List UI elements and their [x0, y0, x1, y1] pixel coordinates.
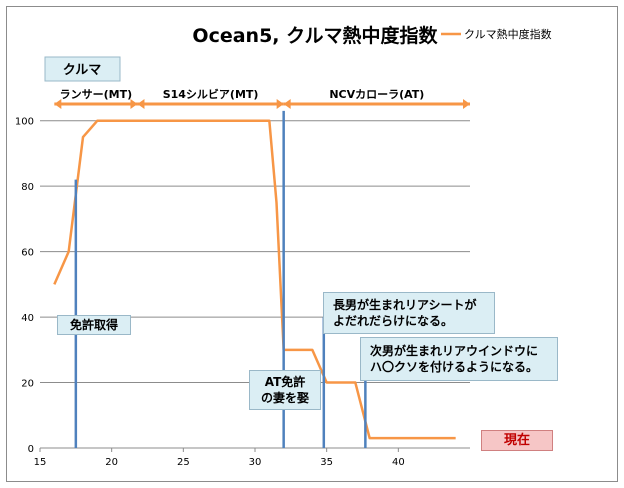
now-badge: 現在	[481, 430, 553, 451]
category-box-bg	[44, 56, 121, 82]
y-tick-label: 40	[21, 313, 34, 324]
y-tick-label: 60	[21, 248, 34, 259]
period-arrow-head-right	[276, 99, 284, 109]
x-tick-label: 40	[392, 457, 405, 468]
period-arrow-head-left	[283, 99, 291, 109]
callout-at-wife-line2: の妻を娶	[260, 391, 309, 405]
category-label: クルマ	[63, 63, 102, 78]
category-box: クルマ	[44, 56, 121, 82]
y-tick-label: 80	[21, 182, 34, 193]
legend-label: クルマ熱中度指数	[464, 27, 552, 41]
callout-eldest-son-line1: 長男が生まれリアシートが	[333, 298, 477, 312]
x-tick-label: 35	[320, 457, 333, 468]
period-arrow-head-right	[130, 99, 138, 109]
callout-second-son-line1: 次男が生まれリアウインドウに	[370, 344, 539, 358]
x-tick-label: 20	[105, 457, 118, 468]
axes: 0 20 40 60 80 100 15 20 25 30 35 40	[15, 117, 470, 468]
callout-at-wife: AT免許 の妻を娶	[249, 370, 321, 410]
callout-second-son-line2: ハ〇クソを付けるようになる。	[370, 360, 539, 374]
y-tick-label: 20	[21, 379, 34, 390]
chart-title: Ocean5, クルマ熱中度指数	[192, 24, 438, 47]
y-tick-label: 0	[28, 444, 34, 455]
period-arrow-head-left	[137, 99, 145, 109]
callout-second-son: 次男が生まれリアウインドウに ハ〇クソを付けるようになる。	[360, 337, 558, 381]
callout-at-wife-line1: AT免許	[264, 375, 306, 389]
callout-license-text: 免許取得	[69, 318, 118, 332]
event-markers	[74, 110, 367, 448]
period-arrow-head-left	[54, 99, 62, 109]
period-label: ランサー(MT)	[60, 88, 133, 101]
now-label: 現在	[503, 433, 530, 448]
callout-license: 免許取得	[57, 315, 131, 335]
period-label: NCVカローラ(AT)	[329, 88, 424, 101]
x-tick-label: 15	[34, 457, 47, 468]
period-arrows: ランサー(MT) S14シルビア(MT) NCVカローラ(AT)	[54, 87, 470, 109]
period-label: S14シルビア(MT)	[163, 87, 259, 101]
callout-eldest-son-line2: よだれだらけになる。	[333, 314, 454, 328]
legend: クルマ熱中度指数	[441, 27, 552, 41]
x-tick-label: 30	[249, 457, 262, 468]
callout-eldest-son: 長男が生まれリアシートが よだれだらけになる。	[323, 292, 495, 334]
y-tick-label: 100	[15, 117, 34, 128]
x-tick-label: 25	[177, 457, 190, 468]
period-arrow-head-right	[463, 99, 470, 109]
